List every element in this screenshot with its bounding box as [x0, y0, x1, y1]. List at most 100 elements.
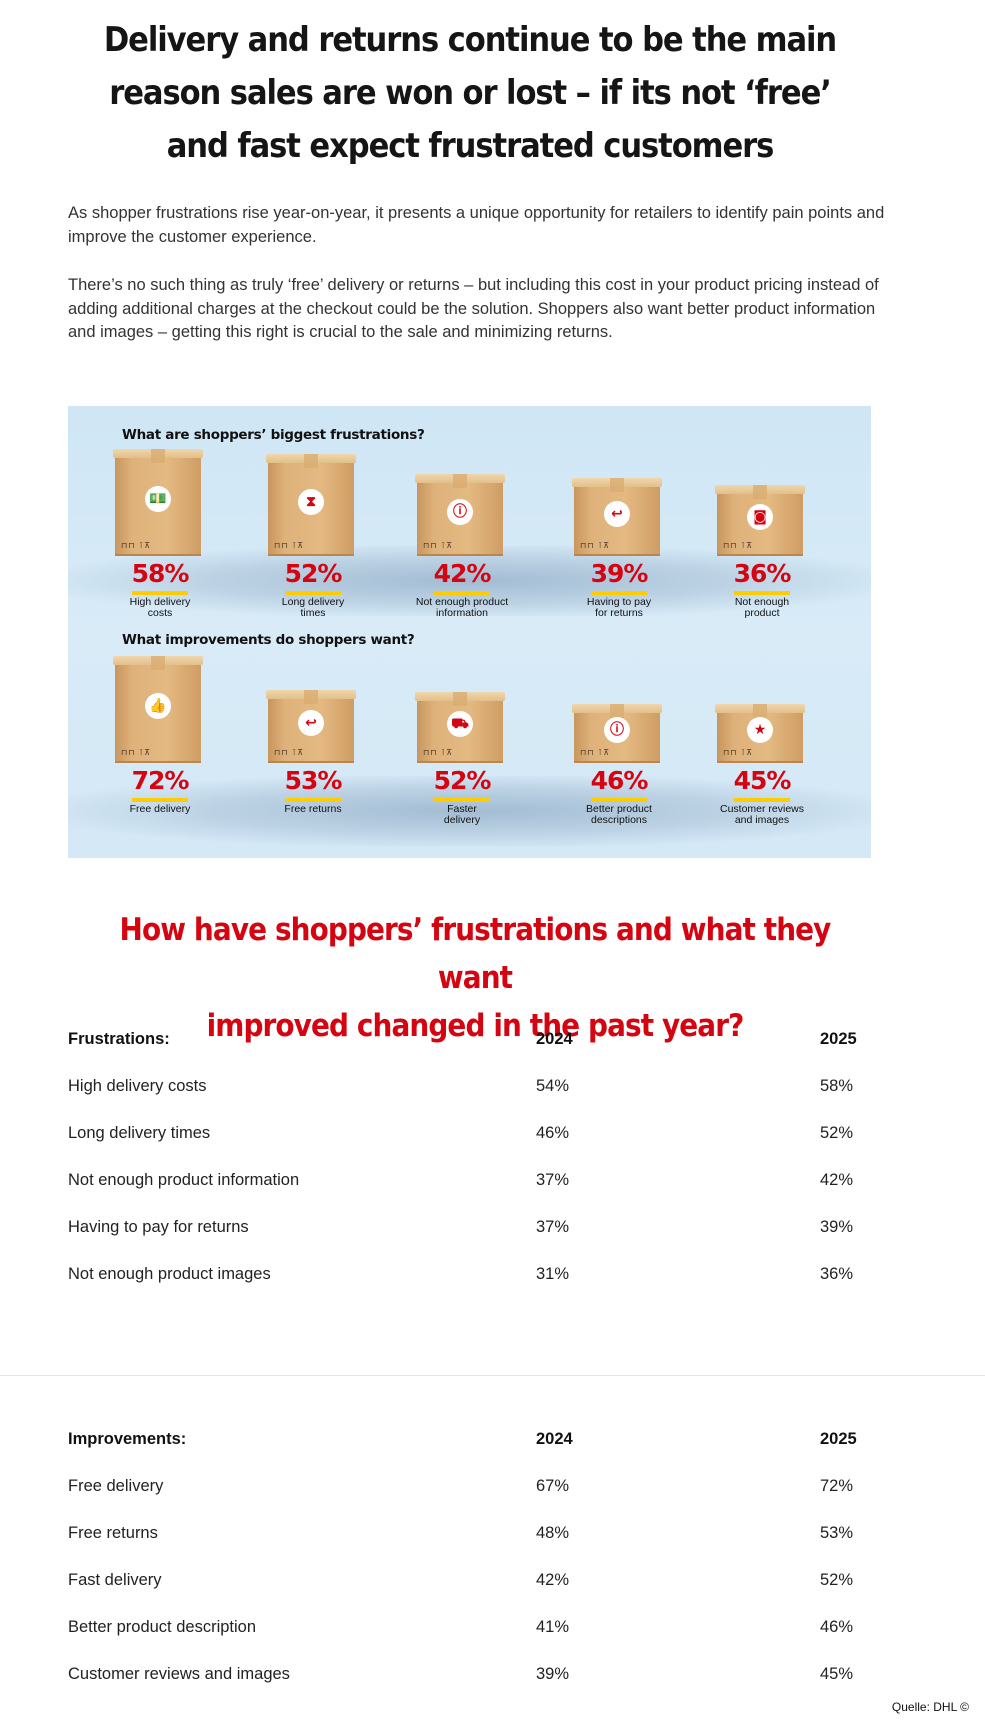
star-camera-icon: ★ — [747, 717, 773, 743]
section-divider — [0, 1375, 985, 1376]
row-value: 39% — [536, 1665, 570, 1683]
row-label: Having to pay for returns — [68, 1218, 249, 1236]
percent-underline — [734, 591, 790, 595]
section-heading-line: How have shoppers’ frustrations and what… — [119, 912, 832, 996]
frustrations-row: 💵 ⊓⊓ ⊺⊼ 58% High delivery costs ⧗ ⊓⊓ ⊺⊼ 52% Lon… — [68, 406, 871, 619]
row-value: 52% — [820, 1571, 854, 1589]
percent-underline — [591, 798, 647, 802]
item-label: Free returns — [284, 803, 342, 815]
table-row: High delivery costs 54% 58% — [68, 1077, 888, 1124]
column-header: 2024 — [536, 1430, 573, 1448]
handling-marks-icon: ⊓⊓ ⊺⊼ — [121, 748, 152, 757]
row-label: Not enough product information — [68, 1171, 300, 1189]
info-icon: ⓘ — [447, 498, 473, 525]
percent-value: 53% — [284, 766, 343, 795]
frustrations-question: What are shoppers’ biggest frustrations? — [122, 427, 425, 443]
handling-marks-icon: ⊓⊓ ⊺⊼ — [723, 541, 754, 550]
percent-value: 39% — [590, 559, 649, 588]
money-icon: 💵 — [145, 486, 171, 512]
parcel-box: ↩ ⊓⊓ ⊺⊼ — [266, 690, 356, 763]
handling-marks-icon: ⊓⊓ ⊺⊼ — [580, 748, 611, 757]
column-header: 2025 — [820, 1430, 857, 1448]
parcel-tape — [753, 704, 767, 718]
column-header: Frustrations: — [68, 1030, 170, 1048]
row-value: 54% — [536, 1077, 570, 1095]
handling-marks-icon: ⊓⊓ ⊺⊼ — [423, 748, 454, 757]
item-label: Long delivery times — [281, 596, 345, 619]
parcel-tape — [610, 704, 624, 718]
return-arrow-icon: ↩ — [298, 710, 324, 736]
parcel-box: ◙ ⊓⊓ ⊺⊼ — [715, 485, 805, 556]
row-value: 36% — [820, 1265, 854, 1283]
row-value: 37% — [536, 1171, 570, 1189]
return-arrow-icon: ↩ — [604, 500, 630, 527]
percent-value: 72% — [131, 766, 190, 795]
percent-value: 58% — [131, 559, 190, 588]
row-label: Better product description — [68, 1618, 257, 1636]
parcel-tape — [304, 454, 318, 468]
row-value: 53% — [820, 1524, 854, 1542]
parcel-box: 👍 ⊓⊓ ⊺⊼ — [113, 656, 203, 763]
improvement-item: ⛟ ⊓⊓ ⊺⊼ 52% Faster delivery — [382, 613, 542, 826]
item-label: Customer reviews and images — [719, 803, 805, 826]
percent-value: 42% — [433, 559, 492, 588]
column-header: 2024 — [536, 1030, 573, 1048]
row-value: 42% — [820, 1171, 854, 1189]
parcel-tape — [610, 478, 624, 492]
handling-marks-icon: ⊓⊓ ⊺⊼ — [423, 541, 454, 550]
truck-icon: ⛟ — [447, 711, 473, 737]
frustration-item: ↩ ⊓⊓ ⊺⊼ 39% Having to pay for returns — [539, 406, 699, 619]
row-label: High delivery costs — [68, 1077, 207, 1095]
percent-underline — [434, 798, 490, 802]
parcel-box: ⛟ ⊓⊓ ⊺⊼ — [415, 692, 505, 763]
improvements-row: 👍 ⊓⊓ ⊺⊼ 72% Free delivery ↩ ⊓⊓ ⊺⊼ 53% Free retu… — [68, 613, 871, 826]
item-label: Free delivery — [129, 803, 191, 815]
table-row: Not enough product information 37% 42% — [68, 1171, 888, 1218]
row-label: Free returns — [68, 1524, 158, 1542]
table-row: Fast delivery 42% 52% — [68, 1571, 888, 1618]
row-value: 72% — [820, 1477, 854, 1495]
headline-line: and fast expect frustrated customers — [166, 126, 775, 166]
parcel-tape — [151, 449, 165, 463]
handling-marks-icon: ⊓⊓ ⊺⊼ — [723, 748, 754, 757]
improvements-question: What improvements do shoppers want? — [122, 632, 415, 648]
percent-underline — [434, 591, 490, 595]
parcel-box: ⓘ ⊓⊓ ⊺⊼ — [572, 704, 662, 763]
shelf-shadow — [68, 546, 871, 616]
improvement-item: ⓘ ⊓⊓ ⊺⊼ 46% Better product descriptions — [539, 613, 699, 826]
parcel-box: 💵 ⊓⊓ ⊺⊼ — [113, 449, 203, 556]
row-label: Customer reviews and images — [68, 1665, 290, 1683]
parcel-tape — [304, 690, 318, 704]
infographic: What are shoppers’ biggest frustrations?… — [68, 406, 871, 858]
percent-underline — [285, 591, 341, 595]
improvement-item: ↩ ⊓⊓ ⊺⊼ 53% Free returns — [233, 613, 393, 815]
item-label: Not enough product — [734, 596, 790, 619]
column-header: Improvements: — [68, 1430, 187, 1448]
handling-marks-icon: ⊓⊓ ⊺⊼ — [274, 541, 305, 550]
table-row: Having to pay for returns 37% 39% — [68, 1218, 888, 1265]
percent-underline — [132, 591, 188, 595]
camera-icon: ◙ — [747, 504, 773, 530]
parcel-box: ★ ⊓⊓ ⊺⊼ — [715, 704, 805, 763]
handling-marks-icon: ⊓⊓ ⊺⊼ — [121, 541, 152, 550]
hourglass-icon: ⧗ — [298, 488, 324, 515]
column-header: 2025 — [820, 1030, 857, 1048]
row-value: 67% — [536, 1477, 570, 1495]
table-header: Frustrations: 2024 2025 — [68, 1030, 888, 1077]
handling-marks-icon: ⊓⊓ ⊺⊼ — [274, 748, 305, 757]
item-label: Not enough product information — [415, 596, 509, 619]
intro-paragraph: There’s no such thing as truly ‘free’ de… — [68, 276, 879, 341]
percent-underline — [132, 798, 188, 802]
source-credit: Quelle: DHL © — [891, 1700, 969, 1714]
row-label: Long delivery times — [68, 1124, 211, 1142]
item-label: Faster delivery — [443, 803, 481, 826]
percent-underline — [285, 798, 341, 802]
row-value: 37% — [536, 1218, 570, 1236]
table-row: Customer reviews and images 39% 45% — [68, 1665, 888, 1712]
table-row: Not enough product images 31% 36% — [68, 1265, 888, 1312]
percent-value: 52% — [284, 559, 343, 588]
intro-paragraph: As shopper frustrations rise year-on-yea… — [68, 204, 885, 246]
row-label: Not enough product images — [68, 1265, 271, 1283]
section-heading: How have shoppers’ frustrations and what… — [102, 906, 849, 1050]
frustration-item: ◙ ⊓⊓ ⊺⊼ 36% Not enough product — [682, 406, 842, 619]
